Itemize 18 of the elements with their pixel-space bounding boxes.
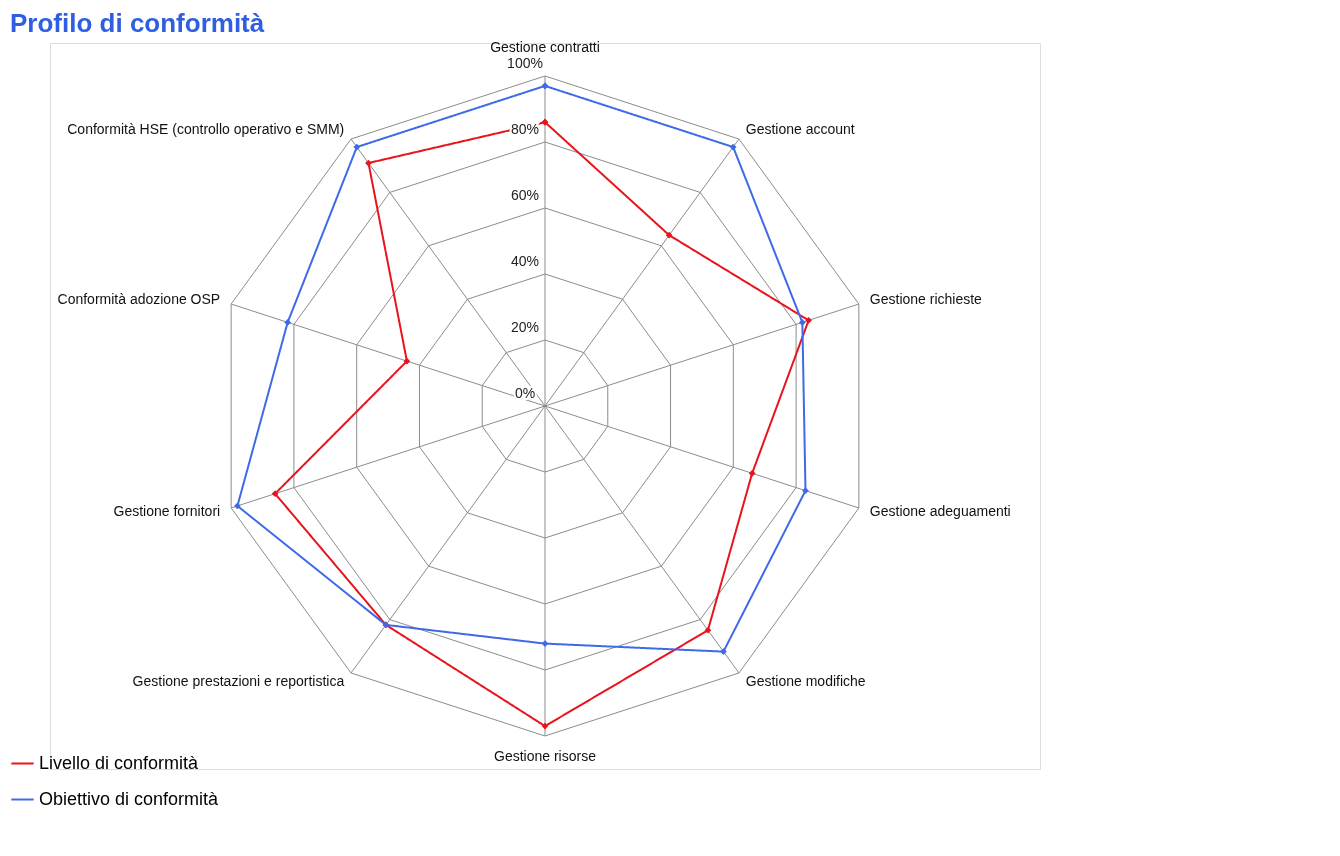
spoke-label: Gestione contratti <box>490 38 600 55</box>
spoke-label: Gestione adeguamenti <box>869 502 1011 519</box>
legend-label: Livello di conformità <box>39 752 200 773</box>
y-tick-label: 20% <box>510 319 540 335</box>
y-tick-label: 0% <box>514 385 536 401</box>
spoke-label: Conformità adozione OSP <box>57 291 221 308</box>
spoke-label: Gestione fornitori <box>113 502 221 519</box>
spoke-label: Gestione richieste <box>869 291 983 308</box>
spoke-label: Conformità HSE (controllo operativo e SMM) <box>67 120 345 137</box>
legend-label: Obiettivo di conformità <box>39 788 220 809</box>
y-tick-label: 60% <box>510 187 540 203</box>
spoke-label: Gestione risorse <box>494 748 597 765</box>
spoke-label: Gestione prestazioni e reportistica <box>132 673 345 690</box>
y-tick-label: 100% <box>507 55 543 71</box>
chart-title: Profilo di conformità <box>10 7 265 38</box>
spoke-label: Gestione account <box>745 120 855 137</box>
y-tick-label: 40% <box>510 253 540 269</box>
spoke-label: Gestione modifiche <box>745 673 866 690</box>
